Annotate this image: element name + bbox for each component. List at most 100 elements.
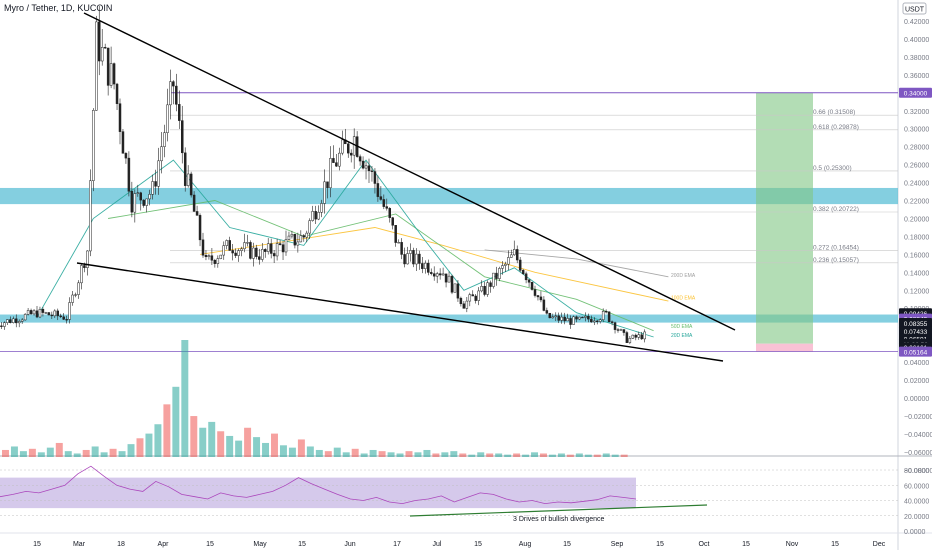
candle-body (625, 332, 629, 343)
candle-body (507, 257, 510, 265)
candle-body (329, 158, 332, 188)
candle-body (551, 316, 555, 319)
ema-curve (36, 159, 654, 338)
stop-loss-zone (756, 343, 813, 352)
candle-body (225, 240, 228, 246)
x-tick-label: May (253, 541, 267, 548)
candle-body (563, 316, 566, 322)
candle-body (628, 338, 632, 343)
candle-body (183, 152, 187, 186)
candle-body (379, 196, 383, 200)
candle-body (266, 243, 270, 252)
candle-body (637, 334, 640, 338)
divergence-annotation: 3 Drives of bullish divergence (513, 516, 605, 523)
candle-body (459, 297, 463, 305)
candle-body (302, 235, 306, 238)
volume-bar (190, 416, 198, 457)
candle-body (560, 316, 563, 321)
candle-body (435, 273, 439, 277)
y-tick-label: 0.20000 (904, 216, 929, 223)
candle-body (275, 243, 279, 257)
volume-bar (548, 454, 556, 457)
candle-body (47, 312, 51, 316)
candle-body (98, 21, 101, 62)
candle-body (9, 319, 12, 323)
candle-body (148, 194, 151, 200)
candle-body (575, 316, 578, 320)
volume-bar (450, 451, 458, 457)
candle-body (17, 321, 21, 324)
volume-bar (414, 452, 422, 457)
candle-body (169, 81, 172, 106)
x-tick-label: Nov (786, 541, 799, 548)
volume-bar (620, 454, 628, 457)
candle-body (71, 294, 74, 303)
y-tick-label: 0.22000 (904, 199, 929, 206)
candle-body (154, 181, 157, 187)
candle-body (557, 315, 560, 321)
candle-body (272, 253, 276, 257)
candle-body (127, 157, 131, 192)
fib-level-label: 0.5 (0.25300) (813, 165, 852, 172)
candle-body (610, 321, 614, 323)
candle-body (524, 273, 528, 281)
candle-body (607, 311, 611, 322)
y-tick-label: 0.14000 (904, 270, 929, 277)
volume-bar (2, 449, 9, 457)
x-tick-label: Jun (344, 541, 355, 548)
volume-bar (226, 435, 234, 457)
candle-body (314, 211, 317, 220)
y-tick-label: −0.06000 (904, 450, 932, 457)
fib-level-label: 0.272 (0.16454) (813, 244, 859, 251)
candle-body (6, 319, 9, 323)
fib-level-label: 0.236 (0.15057) (813, 257, 859, 264)
volume-bar (477, 452, 485, 457)
candle-body (210, 255, 214, 261)
candle-body (213, 260, 217, 264)
candle-body (542, 299, 546, 311)
ema-curve (484, 249, 669, 278)
candle-body (23, 314, 27, 321)
candle-body (444, 273, 448, 283)
candle-body (430, 272, 433, 274)
price-badge-label: 0.34000 (904, 91, 928, 98)
x-tick-label: Apr (158, 541, 170, 548)
candle-body (255, 247, 258, 257)
candle-body (112, 63, 116, 85)
candle-body (601, 311, 605, 320)
volume-bar (253, 437, 261, 457)
volume-bar (531, 452, 539, 457)
volume-bar (109, 448, 117, 457)
x-tick-label: Aug (519, 541, 532, 548)
candle-body (0, 325, 3, 327)
candle-body (115, 83, 119, 104)
candle-body (181, 120, 184, 154)
candle-body (501, 265, 504, 269)
candle-body (56, 310, 59, 317)
candle-body (186, 173, 190, 186)
price-badge (899, 346, 932, 357)
volume-bar (540, 453, 547, 457)
candle-body (320, 203, 323, 213)
volume-bar (181, 340, 189, 457)
zone-support (0, 314, 898, 323)
candle-body (172, 81, 175, 87)
fib-level-label: 0.66 (0.31508) (813, 109, 855, 116)
candle-body (349, 152, 353, 156)
volume-bar (262, 442, 270, 457)
volume-bar (118, 451, 126, 457)
candle-body (296, 241, 300, 246)
candle-body (373, 171, 377, 184)
candle-body (539, 296, 543, 301)
candle-body (518, 259, 522, 271)
candle-body (510, 254, 513, 258)
candle-body (584, 316, 587, 318)
volume-bar (333, 447, 341, 457)
volume-bar (100, 452, 108, 457)
candle-body (100, 47, 104, 62)
volume-bar (306, 446, 314, 457)
volume-bar (244, 427, 252, 457)
price-badge-label: 0.05164 (904, 349, 928, 356)
